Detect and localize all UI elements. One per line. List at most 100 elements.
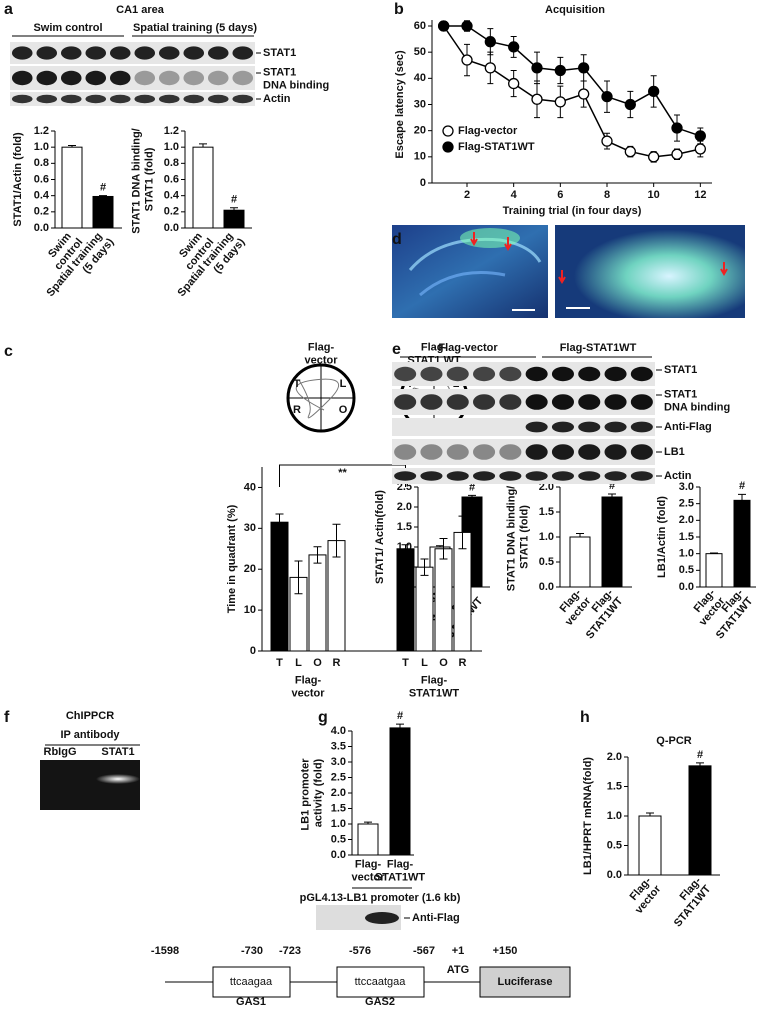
position-label: +1 [452,945,465,957]
site-sequence: ttcaagaa [230,976,273,988]
series-line [443,25,701,158]
y-axis-label: LB1 promoter activity (fold) [300,755,325,830]
y-axis-label: STAT1/Actin (fold) [12,132,24,227]
panel-label: g [318,709,328,726]
blot-band [394,394,417,410]
site-box [336,966,425,998]
position-label: -567 [413,945,435,957]
bar [270,521,289,652]
blot-band [11,70,33,86]
blot-band [525,444,548,460]
blot-band [394,444,417,460]
marker [624,98,636,111]
marker [554,96,566,108]
quadrant-label: R [293,404,301,416]
x-tick-label: O [313,657,322,669]
blot-label: STAT1 DNA binding [664,389,730,414]
blot-band [394,366,417,382]
error-bar [646,812,654,816]
y-axis-label: Escape latency (sec) [394,50,406,159]
y-tick-label: 1.5 [539,506,554,518]
marker [694,130,706,142]
blot-group: Swim control [33,22,102,34]
chart-title: Acquisition [545,4,605,16]
y-tick-label: 1.5 [397,521,412,533]
y-tick-label: 4.0 [331,725,346,737]
y-tick-label: 0.4 [34,190,50,202]
annotation: # [100,182,106,194]
annotation: # [609,480,615,492]
x-tick-label: Flag-STAT1WT [662,875,713,930]
y-tick-label: 20 [414,125,426,137]
marker [484,62,496,74]
blot-group: Flag-STAT1WT [560,342,637,354]
y-tick-label: 0.0 [331,849,346,861]
marker [671,122,683,134]
blot-band [109,46,131,60]
blot-band [11,94,33,104]
y-tick-label: 0 [250,645,256,657]
x-tick-label: Flag-STAT1WT [375,859,426,884]
x-tick-label: 10 [648,189,660,201]
y-tick-label: 10 [414,151,426,163]
y-tick-label: 0.5 [607,839,622,851]
error-bar [294,560,303,595]
blot-label: Anti-Flag [664,421,712,433]
position-label: +150 [493,945,518,957]
y-tick-label: 40 [414,72,426,84]
y-tick-label: 0.6 [164,173,179,185]
x-tick-label: Flag-vector [553,586,594,628]
blot-band [630,471,653,481]
blot-band [85,70,107,86]
position-label: -730 [241,945,263,957]
error-bar [576,533,584,537]
blot-band [604,366,627,382]
error-bar [199,143,207,148]
annotation: # [697,749,703,761]
y-tick-label: 30 [414,98,426,110]
error-bar [710,552,718,554]
blot-band [499,471,522,481]
blot-band [36,70,58,86]
blot-band [85,46,107,60]
blot-band [473,444,496,460]
annotation: # [739,480,745,492]
blot-band [134,70,156,86]
y-tick-label: 1.0 [331,818,346,830]
quadrant-label: L [340,378,347,390]
chart-title: Q-PCR [656,735,692,747]
lane-label: STAT1 [101,746,134,758]
marker [461,20,473,32]
x-tick-label: 12 [694,189,706,201]
marker [671,148,683,160]
y-axis-label: LB1/HPRT mRNA(fold) [582,757,594,875]
marker [648,85,660,98]
y-tick-label: 3.0 [679,481,694,493]
y-tick-label: 0.5 [539,556,554,568]
blot-band [36,46,58,60]
bar [357,823,379,856]
blot-band [365,912,399,924]
y-tick-label: 0.5 [331,833,346,845]
swim-path [295,378,340,419]
y-axis-label: STAT1 DNA binding/ STAT1 (fold) [506,483,531,592]
site-name: GAS1 [236,996,266,1008]
marker [531,62,543,74]
blot-band [525,394,548,410]
blot-band [446,394,469,410]
bar [638,815,662,876]
error-bar [468,494,476,497]
blot-band [446,444,469,460]
blot-band [499,366,522,382]
marker [508,41,520,53]
x-tick-label: R [459,657,467,669]
y-tick-label: 0.6 [34,173,49,185]
maze-label: Flag-vector [304,342,338,367]
y-tick-label: 1.2 [164,125,179,137]
y-tick-label: 3.0 [331,756,346,768]
blot-band [578,471,601,481]
marker [438,20,450,32]
blot-band [60,46,82,60]
series-line [443,25,701,137]
y-tick-label: 0.8 [34,157,49,169]
